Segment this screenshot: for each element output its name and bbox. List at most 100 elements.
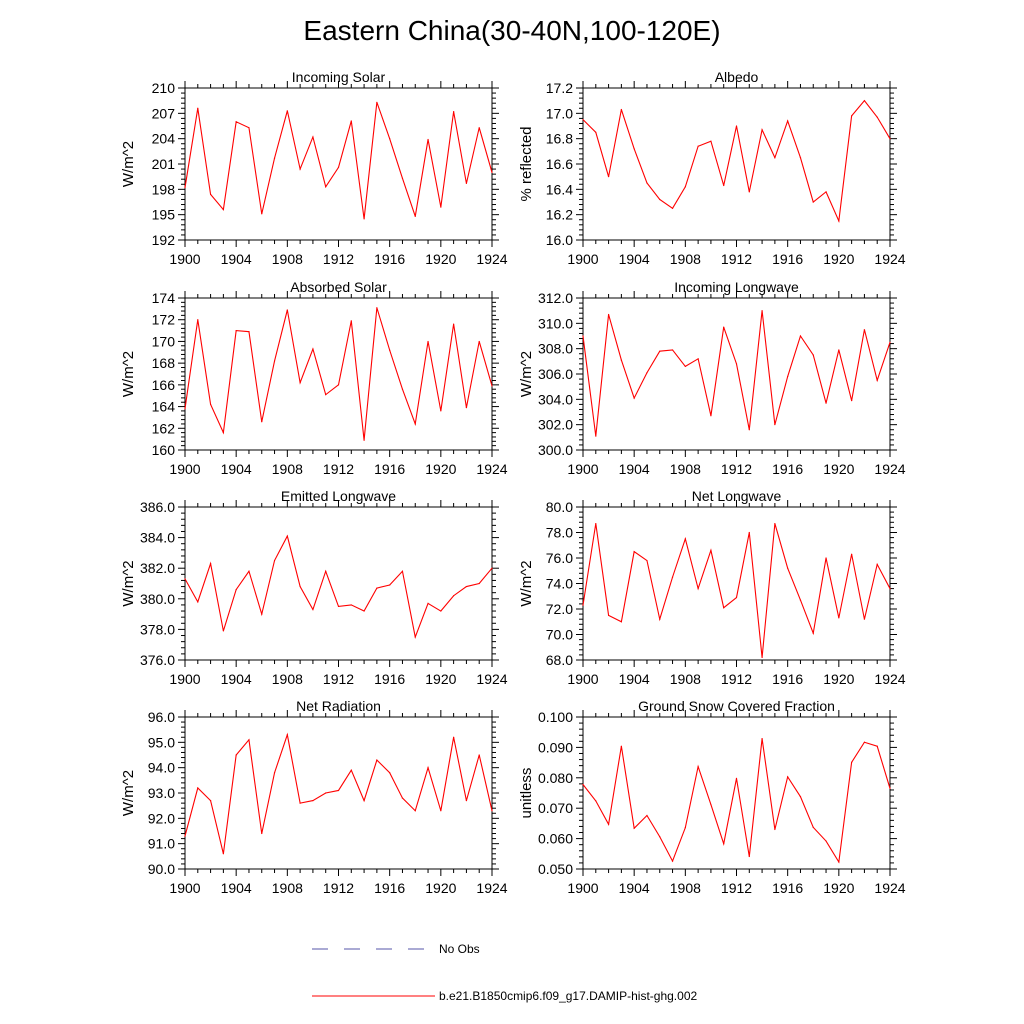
data-point xyxy=(401,570,404,572)
x-tick-label: 1908 xyxy=(670,671,701,687)
data-point xyxy=(414,636,416,638)
y-tick-label: 308.0 xyxy=(538,341,573,357)
series-line xyxy=(184,732,493,854)
data-point xyxy=(735,363,738,365)
data-point xyxy=(633,148,635,150)
data-point xyxy=(350,120,352,122)
data-point xyxy=(774,157,776,159)
panel-0: Incoming Solar W/m^2 1900 1904 1908 1912 1916 1… xyxy=(120,69,508,267)
data-point xyxy=(812,201,814,203)
y-tick-label: 306.0 xyxy=(538,366,573,382)
data-point xyxy=(595,800,597,802)
data-point xyxy=(748,855,750,858)
data-point xyxy=(582,335,584,337)
data-point xyxy=(646,814,648,817)
data-point xyxy=(889,588,891,590)
panel-7: Ground Snow Covered Fraction unitless 1900… xyxy=(518,698,906,896)
data-point xyxy=(620,359,622,361)
data-point xyxy=(620,621,622,623)
data-point xyxy=(286,110,288,112)
data-point xyxy=(671,860,674,862)
x-tick-label: 1920 xyxy=(425,671,456,687)
y-axis-label: W/m^2 xyxy=(518,351,535,397)
data-point xyxy=(376,759,378,761)
data-point xyxy=(863,741,866,743)
data-point xyxy=(414,423,416,425)
panels: Incoming Solar W/m^2 1900 1904 1908 1912 1916 1… xyxy=(120,69,906,896)
data-point xyxy=(633,551,635,553)
data-point xyxy=(414,810,416,812)
data-point xyxy=(684,538,686,540)
series-line xyxy=(184,307,493,441)
y-tick-label: 70.0 xyxy=(546,627,573,643)
panel-title: Absorbed Solar xyxy=(290,279,387,295)
data-point xyxy=(710,549,712,551)
data-point xyxy=(851,115,853,117)
data-point xyxy=(299,802,301,804)
data-point xyxy=(889,341,891,343)
x-tick-label: 1904 xyxy=(221,461,252,477)
y-tick-label: 0.080 xyxy=(538,770,573,786)
data-point xyxy=(761,737,763,740)
data-point xyxy=(235,754,237,756)
series-line xyxy=(582,738,891,864)
y-tick-label: 304.0 xyxy=(538,391,573,407)
y-tick-label: 17.0 xyxy=(546,105,573,121)
x-tick-label: 1912 xyxy=(721,461,752,477)
data-point xyxy=(312,348,314,350)
data-point xyxy=(440,206,442,208)
data-point xyxy=(491,810,493,812)
x-tick-label: 1908 xyxy=(670,880,701,896)
data-point xyxy=(261,613,263,615)
data-point xyxy=(325,792,327,794)
data-point xyxy=(684,365,686,367)
data-point xyxy=(299,585,301,588)
panel-6: Net Radiation W/m^2 1900 1904 1908 1912 1916 19… xyxy=(120,698,508,896)
x-tick-label: 1916 xyxy=(772,880,803,896)
x-tick-label: 1912 xyxy=(323,461,354,477)
data-point xyxy=(595,522,597,525)
data-point xyxy=(401,177,404,179)
x-tick-label: 1920 xyxy=(823,251,854,267)
data-point xyxy=(582,119,584,121)
x-tick-label: 1904 xyxy=(221,880,252,896)
data-point xyxy=(876,563,878,565)
data-point xyxy=(337,166,340,168)
y-tick-label: 17.2 xyxy=(546,80,573,96)
data-point xyxy=(184,187,186,189)
x-tick-label: 1920 xyxy=(425,251,456,267)
data-point xyxy=(838,617,840,619)
y-tick-label: 300.0 xyxy=(538,442,573,458)
y-tick-label: 0.100 xyxy=(538,709,573,725)
data-point xyxy=(697,765,699,768)
data-point xyxy=(723,184,725,187)
data-point xyxy=(697,145,699,147)
y-tick-label: 310.0 xyxy=(538,315,573,331)
data-point xyxy=(723,843,725,845)
y-tick-label: 16.2 xyxy=(546,207,573,223)
data-point xyxy=(697,588,699,590)
y-tick-label: 302.0 xyxy=(538,417,573,433)
data-point xyxy=(350,320,352,322)
data-point xyxy=(876,379,878,381)
x-tick-label: 1912 xyxy=(323,880,354,896)
data-point xyxy=(799,599,802,601)
x-tick-label: 1924 xyxy=(476,880,507,896)
data-point xyxy=(427,340,429,343)
x-tick-label: 1908 xyxy=(272,251,303,267)
data-point xyxy=(825,557,827,559)
data-point xyxy=(863,100,866,102)
panel-title: Net Longwave xyxy=(692,488,782,504)
data-point xyxy=(607,823,610,825)
data-point xyxy=(325,570,327,572)
x-tick-label: 1904 xyxy=(619,461,650,477)
data-point xyxy=(453,323,455,325)
data-point xyxy=(414,215,416,217)
data-point xyxy=(440,410,442,412)
y-tick-label: 164 xyxy=(152,399,176,415)
x-tick-label: 1916 xyxy=(374,461,405,477)
data-point xyxy=(825,402,827,404)
data-point xyxy=(350,604,352,606)
data-point xyxy=(799,796,802,798)
y-tick-label: 160 xyxy=(152,442,176,458)
